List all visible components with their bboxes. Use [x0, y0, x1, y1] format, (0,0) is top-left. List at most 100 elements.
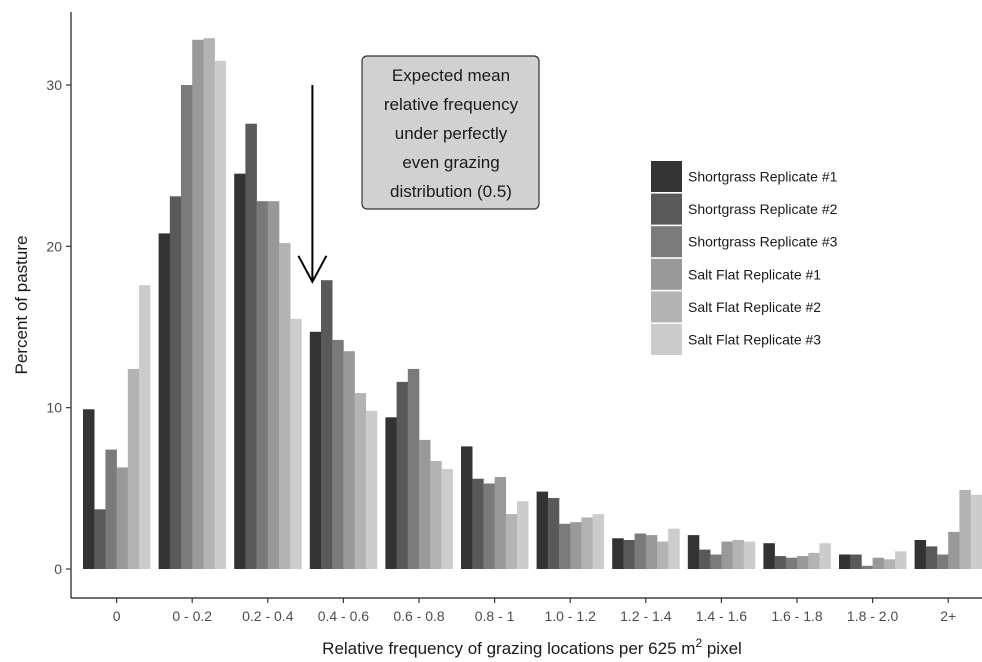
bar-s2-c12 [925, 546, 938, 569]
bar-s6-c11 [895, 551, 907, 569]
bar-s2-c7 [547, 498, 560, 569]
bar-s6-c9 [743, 541, 756, 569]
bar-s1-c4 [309, 331, 322, 569]
bar-s5-c5 [430, 460, 442, 569]
bar-s3-c2 [181, 85, 193, 569]
bar-s4-c5 [419, 439, 431, 569]
x-tick-label: 0 [113, 608, 121, 624]
bar-s6-c12 [970, 494, 982, 569]
bar-s1-c9 [687, 535, 700, 569]
bar-s4-c7 [570, 522, 582, 569]
bar-s3-c7 [559, 523, 571, 569]
legend-swatch-6 [651, 324, 682, 355]
annotation-line-1: Expected mean [392, 66, 510, 85]
bar-s1-c3 [234, 173, 246, 569]
bar-s4-c10 [797, 556, 809, 569]
x-axis-title: Relative frequency of grazing locations … [322, 636, 742, 658]
bar-s5-c12 [959, 489, 971, 569]
bar-s4-c9 [721, 541, 733, 569]
bar-s6-c10 [819, 543, 831, 569]
bar-s5-c6 [505, 514, 518, 569]
x-tick-label: 0.8 - 1 [475, 608, 515, 624]
bar-s2-c3 [245, 123, 257, 569]
y-ticks-group: 0 10 20 30 [46, 77, 71, 577]
bar-s6-c1 [139, 285, 151, 569]
bar-s1-c7 [536, 491, 549, 569]
bar-s3-c4 [332, 339, 344, 569]
bar-s4-c8 [645, 535, 658, 569]
bar-s2-c6 [472, 478, 484, 569]
bar-s1-c11 [839, 554, 851, 569]
bar-s4-c2 [192, 39, 204, 570]
bar-s1-c12 [914, 540, 927, 569]
annotation-line-3: under perfectly [395, 124, 508, 143]
bar-s5-c4 [354, 393, 367, 569]
y-tick-label: 0 [54, 561, 62, 577]
bar-s3-c1 [105, 449, 117, 569]
bar-s1-c1 [83, 409, 95, 569]
bar-s2-c4 [321, 280, 333, 569]
bar-s2-c9 [699, 549, 711, 569]
legend-label-1: Shortgrass Replicate #1 [688, 169, 838, 185]
bar-s4-c3 [267, 201, 280, 569]
legend-swatch-2 [651, 193, 682, 225]
bar-s5-c8 [657, 541, 669, 569]
bar-s6-c4 [365, 410, 378, 569]
y-axis-title: Percent of pasture [12, 236, 31, 375]
bar-s2-c10 [774, 556, 787, 569]
legend-swatch-1 [651, 161, 682, 192]
bar-s6-c5 [441, 469, 453, 569]
bar-s3-c3 [256, 201, 269, 569]
bar-s4-c11 [872, 557, 885, 569]
bar-s3-c9 [710, 554, 722, 569]
x-tick-label: 2+ [940, 608, 956, 624]
bar-s3-c6 [483, 483, 495, 569]
x-tick-label: 1.6 - 1.8 [771, 608, 823, 624]
legend-group: Shortgrass Replicate #1 Shortgrass Replic… [651, 161, 838, 355]
bar-s6-c2 [214, 60, 227, 570]
legend-label-2: Shortgrass Replicate #2 [688, 201, 838, 217]
annotation-group: Expected mean relative frequency under p… [297, 55, 540, 284]
x-tick-label: 1.4 - 1.6 [696, 608, 748, 624]
bar-s1-c6 [461, 446, 473, 569]
bar-s4-c12 [948, 531, 960, 569]
annotation-box [361, 55, 540, 210]
annotation-arrow-head [297, 255, 328, 284]
bar-s6-c7 [592, 514, 605, 569]
bar-s2-c8 [623, 540, 635, 569]
bar-s1-c2 [158, 233, 171, 569]
bar-s5-c10 [808, 552, 820, 569]
bar-s2-c1 [94, 509, 106, 569]
bar-s3-c8 [634, 533, 647, 569]
bar-s1-c8 [612, 538, 624, 569]
annotation-line-2: relative frequency [384, 95, 519, 114]
annotation-line-4: even grazing [402, 153, 499, 172]
legend-swatch-3 [651, 226, 682, 258]
bar-s6-c3 [290, 318, 302, 569]
bar-s3-c10 [785, 557, 798, 569]
bar-s3-c11 [861, 565, 873, 569]
bar-s3-c5 [407, 368, 420, 569]
x-tick-label: 0.2 - 0.4 [242, 608, 294, 624]
legend-label-4: Salt Flat Replicate #1 [688, 266, 821, 282]
x-tick-label: 1.8 - 2.0 [847, 608, 899, 624]
bar-s2-c11 [850, 554, 862, 569]
x-tick-label: 1.2 - 1.4 [620, 608, 672, 624]
axes-group [70, 12, 982, 599]
bar-s1-c10 [763, 543, 775, 569]
bar-s2-c2 [169, 196, 182, 570]
bar-s3-c12 [937, 554, 949, 569]
x-tick-label: 1.0 - 1.2 [545, 608, 597, 624]
bar-s2-c5 [396, 381, 409, 569]
legend-swatch-4 [651, 258, 682, 290]
legend-label-6: Salt Flat Replicate #3 [688, 332, 821, 348]
bar-s5-c3 [279, 243, 291, 569]
bar-s5-c11 [883, 559, 896, 569]
y-tick-label: 30 [46, 77, 62, 93]
x-tick-label: 0 - 0.2 [172, 608, 212, 624]
bar-s6-c8 [668, 528, 680, 569]
bar-s5-c9 [732, 540, 745, 569]
legend-label-5: Salt Flat Replicate #2 [688, 299, 821, 315]
x-ticks-group: 0 0 - 0.2 0.2 - 0.4 0.4 - 0.6 0.6 - 0.8 0.8 -… [113, 598, 956, 624]
